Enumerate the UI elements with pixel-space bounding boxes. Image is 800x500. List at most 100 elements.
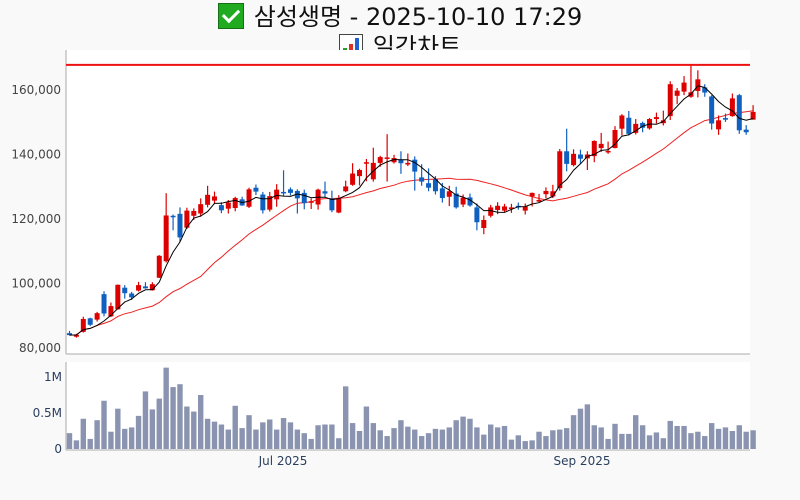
volume-bar [543, 436, 549, 449]
volume-bar [349, 423, 356, 449]
x-axis-ticks: Jul 2025 Sep 2025 [258, 454, 611, 468]
candle [142, 282, 148, 289]
candle [729, 93, 735, 117]
volume-bar [363, 406, 370, 449]
candle [508, 203, 514, 213]
candle [502, 203, 508, 213]
volume-bar [729, 431, 736, 449]
candle [674, 88, 680, 105]
y-tick-label: 80,000 [19, 341, 61, 355]
candle [101, 291, 107, 317]
volume-bar [702, 436, 708, 449]
candle [281, 170, 287, 197]
volume-bar [612, 423, 618, 449]
volume-bar [163, 367, 169, 449]
volume-bar [536, 431, 542, 449]
candle [384, 134, 390, 182]
candle [350, 163, 356, 186]
volume-bar [177, 384, 183, 449]
ma20-line [69, 110, 754, 336]
candle [736, 93, 742, 134]
volume-bar [619, 433, 625, 449]
candle [536, 193, 542, 203]
volume-bar [87, 438, 93, 449]
candle [681, 76, 687, 96]
ma5-line [69, 85, 754, 336]
candle [577, 149, 583, 165]
volume-bar [391, 428, 397, 449]
candle [205, 185, 211, 208]
volume-bars [66, 367, 756, 449]
volume-bar [267, 419, 273, 449]
candle [357, 168, 363, 186]
candle [474, 203, 480, 231]
volume-bar [418, 436, 425, 449]
candle [557, 149, 563, 191]
volume-bar [446, 427, 452, 449]
candle [163, 193, 169, 263]
volume-tick-label: 0 [54, 442, 62, 456]
volume-bar [370, 423, 377, 449]
candle [722, 113, 728, 122]
candle [695, 70, 701, 98]
volume-bar [708, 423, 715, 449]
candle [619, 114, 625, 136]
candle [626, 110, 632, 136]
candle [115, 284, 121, 310]
volume-bar [73, 440, 80, 449]
candle [246, 187, 252, 209]
candle [446, 185, 452, 207]
volume-bar [218, 424, 225, 449]
volume-bar [529, 440, 535, 449]
volume-bar [315, 425, 321, 449]
volume-bar [122, 428, 128, 449]
volume-bar [557, 429, 563, 449]
candle [87, 317, 93, 327]
price-plot-area [66, 50, 750, 354]
candle [481, 215, 487, 235]
volume-bar [204, 418, 211, 449]
candle [564, 128, 570, 172]
volume-bar [115, 408, 121, 449]
title-text: 삼성생명 - 2025-10-10 17:29 [253, 3, 583, 31]
candle [605, 141, 611, 154]
volume-bar [294, 429, 301, 449]
volume-bar [322, 424, 328, 449]
volume-bar [232, 405, 238, 449]
x-tick-label: Jul 2025 [258, 454, 308, 468]
volume-bar [170, 387, 176, 449]
volume-bar [591, 425, 597, 449]
volume-bar [273, 429, 280, 449]
volume-bar [80, 418, 87, 449]
volume-bar [750, 430, 756, 449]
candle [633, 119, 639, 135]
volume-bar [515, 435, 522, 449]
volume-bar [135, 415, 142, 449]
volume-bar [501, 425, 508, 449]
volume-bar [722, 427, 729, 449]
volume-bar [211, 421, 218, 449]
candle [301, 189, 307, 210]
volume-bar [522, 441, 528, 449]
volume-tick-label: 1M [44, 370, 62, 384]
candle [94, 311, 100, 322]
volume-bar [681, 425, 687, 449]
candle [260, 191, 266, 214]
volume-bar [398, 420, 404, 449]
y-tick-label: 100,000 [11, 277, 61, 291]
volume-bar [384, 436, 390, 449]
candle [225, 199, 231, 214]
candle [136, 281, 142, 292]
volume-bar [343, 386, 349, 449]
candle [253, 184, 259, 196]
candle [750, 105, 756, 120]
volume-bar [101, 400, 107, 449]
volume-bar [688, 433, 694, 449]
volume-bar [156, 398, 162, 449]
volume-bar [336, 438, 342, 449]
volume-bar [280, 418, 287, 449]
volume-bar [667, 420, 673, 449]
volume-bar [488, 424, 494, 449]
volume-bar [66, 433, 73, 449]
volume-bar [474, 427, 480, 449]
